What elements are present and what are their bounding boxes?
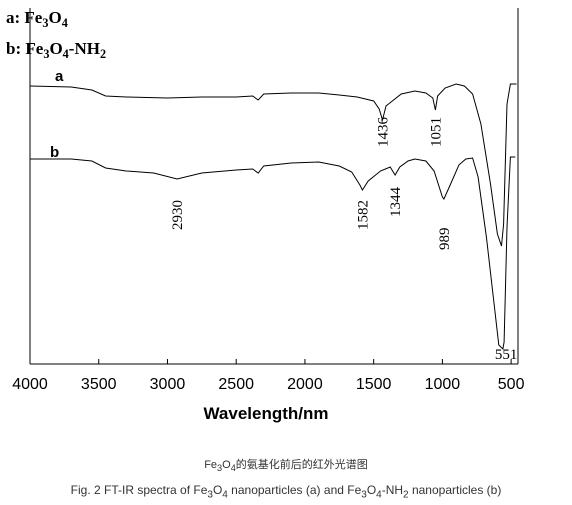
legend-text: -NH: [69, 39, 100, 58]
x-tick-label: 2500: [218, 376, 254, 393]
legend-text: Fe: [25, 39, 43, 58]
caption-subscript: 4: [376, 489, 382, 501]
peak-label: 1051: [428, 117, 444, 147]
legend-key: a:: [6, 8, 24, 27]
peak-label: 989: [437, 228, 453, 251]
peak-label: 1582: [355, 200, 371, 230]
caption-text: nanoparticles (a) and Fe: [227, 483, 362, 497]
caption-text: Fig. 2 FT-IR spectra of Fe: [70, 483, 208, 497]
legend-text: Fe: [24, 8, 42, 27]
caption-text: -NH: [381, 483, 404, 497]
x-tick-label: 3000: [150, 376, 186, 393]
caption-chinese: Fe3O4的氨基化前后的红外光谱图: [0, 456, 572, 473]
peak-label: 551: [495, 347, 518, 363]
subscript-text: 2: [100, 47, 106, 61]
spectra-curves: [29, 83, 517, 351]
legend-text: O: [49, 39, 62, 58]
series-tag-a: a: [55, 68, 64, 85]
x-tick-label: 4000: [12, 376, 48, 393]
caption-subscript: 2: [403, 489, 409, 501]
caption-subscript: 4: [230, 463, 236, 474]
peak-label: 1436: [375, 117, 391, 148]
subscript-text: 4: [63, 47, 69, 61]
caption-text: O: [222, 459, 231, 471]
caption-text: O: [212, 483, 223, 497]
subscript-text: 4: [62, 16, 68, 30]
legend-text: O: [48, 8, 61, 27]
peak-label: 1344: [388, 187, 404, 218]
caption-subscript: 3: [361, 489, 367, 501]
x-tick-label: 3500: [81, 376, 117, 393]
x-tick-label: 2000: [287, 376, 323, 393]
caption-english: Fig. 2 FT-IR spectra of Fe3O4 nanopartic…: [0, 483, 572, 500]
x-tick-label: 1500: [356, 376, 392, 393]
x-axis-ticks: 4000 3500 3000 2500 2000 1500 1000 500: [12, 359, 525, 393]
caption-subscript: 4: [222, 489, 228, 501]
spectrum-line-b: [30, 156, 516, 351]
caption-text: 的氨基化前后的红外光谱图: [235, 459, 368, 471]
legend-key: b:: [6, 39, 25, 58]
caption-text: Fe: [204, 459, 218, 471]
legend-entry: a: Fe3O4: [6, 8, 68, 30]
peak-labels: 1436 1051 2930 1582 1344 989 551: [170, 117, 517, 364]
series-tag-b: b: [50, 144, 59, 161]
spectrum-line-a: [29, 83, 517, 247]
x-tick-label: 1000: [425, 376, 461, 393]
x-axis-label: Wavelength/nm: [204, 404, 329, 423]
subscript-text: 3: [42, 16, 48, 30]
series-tags: ab: [50, 68, 64, 161]
caption-subscript: 3: [217, 463, 223, 474]
caption-text: O: [366, 483, 377, 497]
subscript-text: 3: [43, 47, 49, 61]
peak-label: 2930: [170, 200, 186, 230]
axes: [29, 8, 519, 365]
caption-subscript: 3: [207, 489, 213, 501]
x-tick-label: 500: [498, 376, 525, 393]
legend-entry: b: Fe3O4-NH2: [6, 39, 106, 61]
caption-text: nanoparticles (b): [408, 483, 502, 497]
